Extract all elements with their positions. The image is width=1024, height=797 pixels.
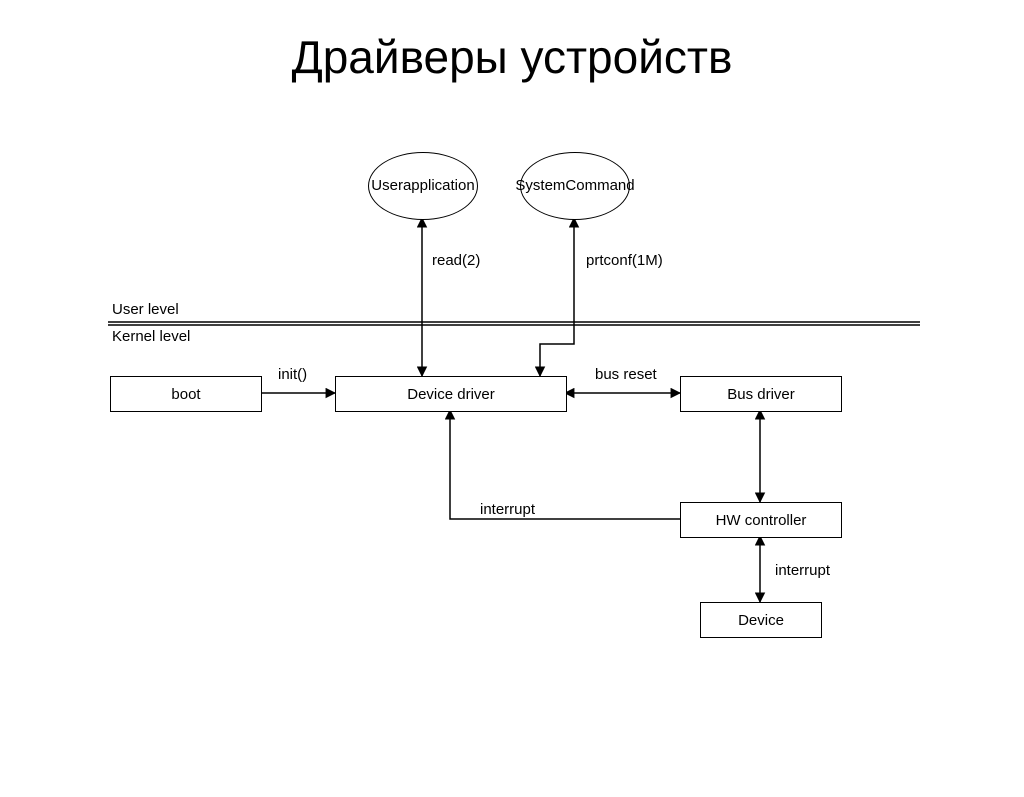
edge-label: prtconf(1M) <box>586 252 663 269</box>
node-device: Device <box>700 602 822 638</box>
node-sys-cmd: SystemCommand <box>520 152 630 220</box>
node-bus-drv: Bus driver <box>680 376 842 412</box>
edge-label: init() <box>278 366 307 383</box>
edge-label: read(2) <box>432 252 480 269</box>
label-user-level: User level <box>112 301 179 318</box>
page-title: Драйверы устройств <box>0 30 1024 84</box>
node-hw-ctrl: HW controller <box>680 502 842 538</box>
label-kernel-level: Kernel level <box>112 328 190 345</box>
node-user-app: Userapplication <box>368 152 478 220</box>
edge-label: interrupt <box>775 562 830 579</box>
driver-diagram: Userapplication SystemCommand boot Device d… <box>0 104 1024 754</box>
edge-label: bus reset <box>595 366 657 383</box>
node-device-drv: Device driver <box>335 376 567 412</box>
edge-label: interrupt <box>480 501 535 518</box>
diagram-svg <box>0 104 1024 754</box>
node-boot: boot <box>110 376 262 412</box>
